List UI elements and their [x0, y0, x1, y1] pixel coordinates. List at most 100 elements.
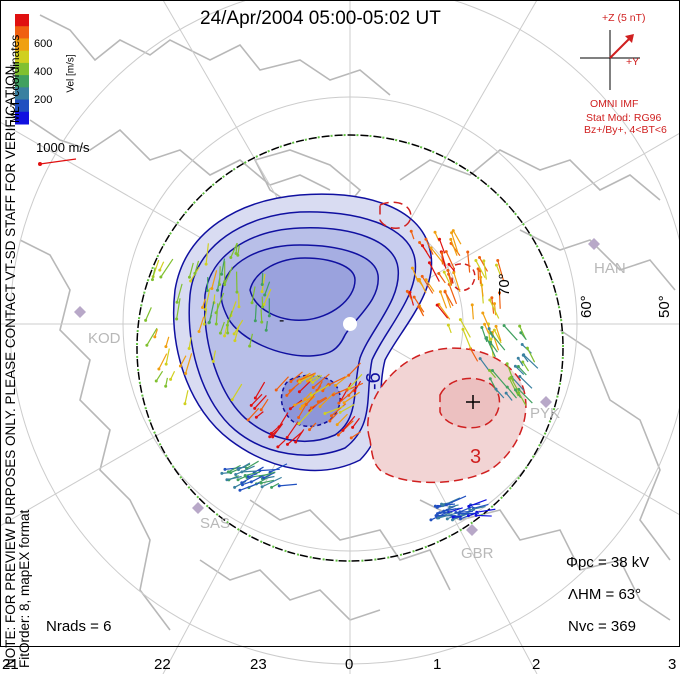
velocity-vector: [299, 372, 311, 381]
velocity-vector-origin: [263, 293, 267, 297]
velocity-vector-origin: [342, 401, 346, 405]
velocity-vector: [235, 242, 238, 254]
velocity-vector: [411, 267, 419, 283]
velocity-vector: [428, 262, 440, 282]
velocity-vector-origin: [435, 303, 439, 307]
velocity-vector: [481, 327, 488, 343]
velocity-vector: [526, 347, 536, 363]
velocity-vector: [441, 252, 444, 265]
velocity-vector: [160, 258, 174, 278]
velocity-vector-origin: [351, 425, 355, 429]
velocity-vector: [503, 325, 518, 341]
velocity-vector: [228, 464, 241, 473]
velocity-vector: [335, 373, 350, 386]
velocity-vector-origin: [164, 345, 168, 349]
velocity-vector-origin: [233, 485, 237, 489]
velocity-vector: [343, 391, 360, 404]
contour-label-3: 3: [470, 446, 481, 468]
velocity-vector: [247, 407, 260, 421]
velocity-vector: [483, 260, 487, 280]
velocity-vector-origin: [468, 508, 472, 512]
velocity-vector: [215, 292, 225, 314]
velocity-vector-origin: [443, 290, 447, 294]
radar-sites: [74, 238, 600, 536]
velocity-vector-origin: [214, 322, 218, 326]
velocity-vector: [203, 308, 208, 325]
velocity-vector: [489, 299, 500, 319]
velocity-vector: [310, 374, 320, 381]
velocity-vector: [254, 381, 266, 399]
velocity-vector: [165, 348, 170, 365]
velocity-vector: [436, 304, 449, 319]
mlt-label-2: 2: [532, 656, 541, 673]
velocity-vector: [263, 288, 272, 305]
velocity-vector-origin: [442, 270, 446, 274]
velocity-vector-origin: [521, 353, 525, 357]
velocity-vector: [479, 358, 491, 372]
velocity-vector-origin: [285, 442, 289, 446]
velocity-vector: [450, 239, 458, 256]
velocity-vector-origin: [520, 343, 524, 347]
velocity-vector: [518, 388, 533, 404]
velocity-vector-origin: [205, 288, 209, 292]
velocity-vector: [455, 510, 474, 514]
velocity-vector: [275, 376, 289, 391]
velocity-vector-origin: [490, 368, 494, 372]
velocity-vector: [523, 354, 539, 369]
velocity-vector-origin: [262, 476, 266, 480]
velocity-vector: [471, 304, 474, 320]
velocity-vector-origin: [259, 481, 263, 485]
velocity-vector: [179, 355, 187, 367]
velocity-vector-origin: [448, 505, 452, 509]
velocity-vector: [324, 405, 345, 415]
velocity-vector-origin: [494, 263, 498, 267]
velocity-vector-origin: [175, 317, 179, 321]
velocity-vector-origin: [236, 253, 240, 257]
velocity-vector-origin: [311, 380, 315, 384]
velocity-vector: [254, 395, 267, 409]
velocity-vector: [333, 386, 351, 396]
velocity-vector-origin: [488, 340, 492, 344]
velocity-vector-origin: [483, 322, 487, 326]
velocity-vector: [348, 362, 361, 376]
velocity-vector-origin: [446, 268, 450, 272]
velocity-vector: [165, 336, 170, 347]
velocity-vector-origin: [467, 504, 471, 508]
cross-polar-cap-potential: Φpc = 38 kV: [566, 554, 650, 571]
velocity-vector: [201, 298, 206, 308]
velocity-vector: [438, 512, 456, 519]
velocity-vector-origin: [157, 367, 161, 371]
velocity-vector-origin: [441, 504, 445, 508]
velocity-vector: [230, 242, 238, 258]
velocity-vector-origin: [496, 258, 500, 262]
velocity-vector-origin: [220, 471, 224, 475]
velocity-vector-origin: [154, 379, 158, 383]
velocity-vector: [486, 337, 496, 358]
velocity-vector: [462, 329, 472, 349]
velocity-vector-origin: [145, 343, 149, 347]
velocity-vector: [508, 378, 519, 397]
velocity-vector-origin: [408, 290, 412, 294]
velocity-vector: [443, 271, 452, 287]
velocity-vector-origin: [513, 364, 517, 368]
velocity-vector-origin: [336, 433, 340, 437]
velocity-vector-origin: [249, 403, 253, 407]
velocity-vector: [188, 337, 192, 349]
velocity-vector: [406, 291, 414, 302]
velocity-vector-origin: [260, 282, 264, 286]
velocity-vector-origin: [517, 391, 521, 395]
velocity-vector: [438, 239, 446, 254]
velocity-vector-origin: [197, 330, 201, 334]
velocity-vector: [493, 303, 497, 316]
velocity-vector: [522, 361, 530, 372]
velocity-vector-origin: [249, 480, 253, 484]
velocity-vector: [489, 341, 498, 353]
velocity-vector-origin: [214, 311, 218, 315]
velocity-vector-origin: [440, 251, 444, 255]
velocity-vector-origin: [435, 505, 439, 509]
velocity-vector: [473, 503, 489, 509]
velocity-vector-origin: [338, 410, 342, 414]
velocity-vector: [453, 272, 461, 293]
velocity-vector: [251, 286, 256, 303]
velocity-vector-origin: [223, 283, 227, 287]
